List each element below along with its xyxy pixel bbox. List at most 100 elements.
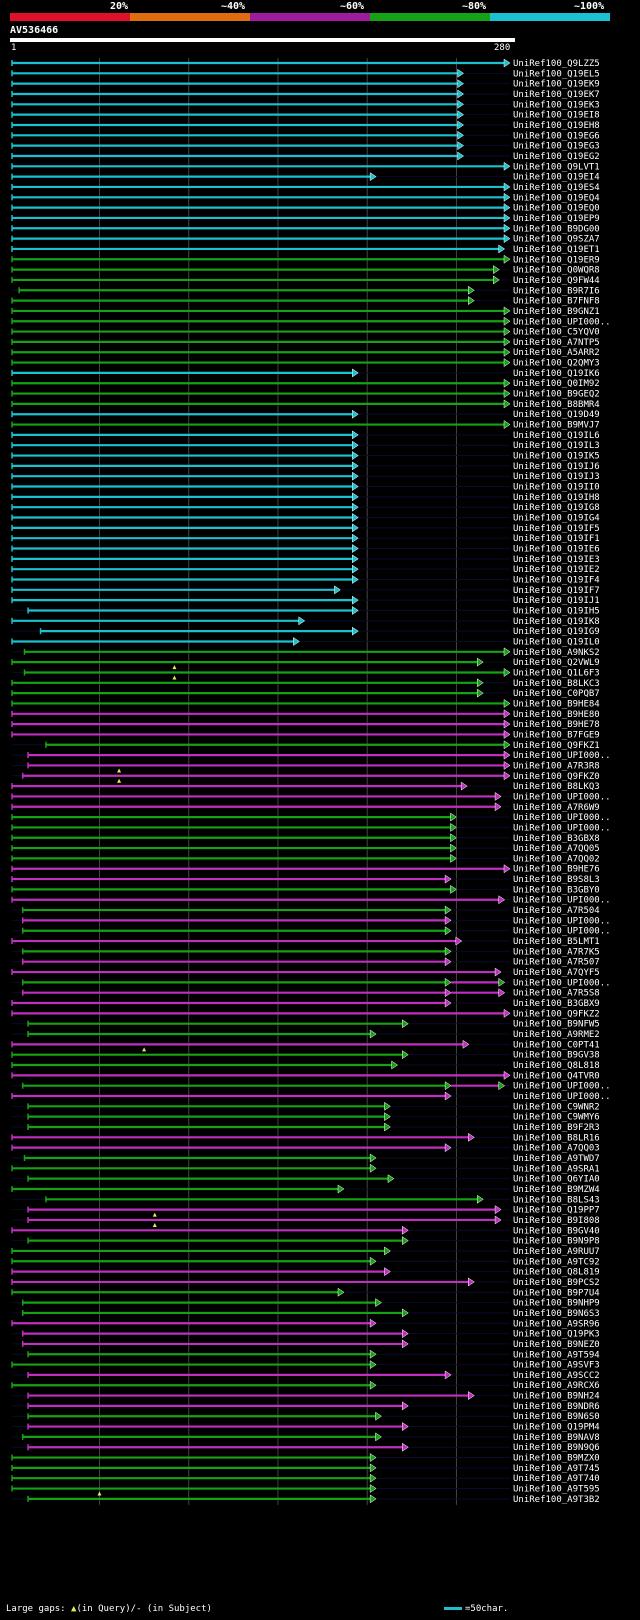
- hit-label[interactable]: UniRef100_B9I808: [513, 1216, 600, 1226]
- hit-label[interactable]: UniRef100_Q2QMY3: [513, 359, 600, 369]
- hit-row[interactable]: UniRef100_Q19IH5: [12, 606, 600, 616]
- hit-row[interactable]: UniRef100_Q19IL3: [11, 440, 600, 451]
- hit-label[interactable]: UniRef100_UPI000..: [513, 916, 611, 926]
- hit-label[interactable]: UniRef100_UPI000..: [513, 896, 611, 906]
- hit-label[interactable]: UniRef100_A9TWD7: [513, 1154, 600, 1164]
- hit-label[interactable]: UniRef100_A9TC92: [513, 1257, 600, 1267]
- hit-label[interactable]: UniRef100_Q19EK9: [513, 80, 600, 90]
- hit-row[interactable]: UniRef100_Q8L819: [11, 1267, 600, 1278]
- hit-label[interactable]: UniRef100_B8LS43: [513, 1195, 600, 1205]
- hit-row[interactable]: UniRef100_Q19PK3: [12, 1329, 600, 1340]
- hit-row[interactable]: UniRef100_A9SR96: [11, 1318, 600, 1329]
- hit-row[interactable]: UniRef100_Q19II0: [11, 482, 600, 493]
- hit-label[interactable]: UniRef100_A9RCX6: [513, 1381, 600, 1391]
- hit-row[interactable]: UniRef100_Q6YIA0: [12, 1174, 600, 1185]
- hit-row[interactable]: UniRef100_A7R5S8: [12, 988, 600, 999]
- hit-label[interactable]: UniRef100_B8BMR4: [513, 400, 600, 410]
- hit-row[interactable]: UniRef100_Q19IG9: [12, 626, 600, 637]
- hit-label[interactable]: UniRef100_Q19D49: [513, 410, 600, 420]
- hit-row[interactable]: UniRef100_A7R507: [12, 957, 600, 968]
- hit-row[interactable]: UniRef100_B9S8L3: [11, 874, 600, 885]
- hit-row[interactable]: UniRef100_B7FNF8: [11, 296, 600, 307]
- hit-row[interactable]: UniRef100_Q19IE2: [11, 564, 600, 575]
- hit-row[interactable]: UniRef100_Q19EK7: [11, 89, 600, 100]
- hit-row[interactable]: UniRef100_Q8L818: [11, 1060, 600, 1071]
- hit-label[interactable]: UniRef100_Q9FKZ2: [513, 1009, 600, 1019]
- hit-label[interactable]: UniRef100_Q19EK3: [513, 100, 600, 110]
- hit-label[interactable]: UniRef100_UPI000..: [513, 1082, 611, 1092]
- hit-label[interactable]: UniRef100_B3GBX9: [513, 999, 600, 1009]
- hit-row[interactable]: UniRef100_Q4TVR0: [11, 1070, 600, 1081]
- hit-label[interactable]: UniRef100_A7R504: [513, 906, 600, 916]
- hit-label[interactable]: UniRef100_A9SCC2: [513, 1371, 600, 1381]
- hit-label[interactable]: UniRef100_Q4TVR0: [513, 1071, 600, 1081]
- hit-label[interactable]: UniRef100_A7QYF5: [513, 968, 600, 978]
- hit-row[interactable]: UniRef100_B8LKQ3: [11, 781, 600, 792]
- hit-row[interactable]: UniRef100_Q19IJ3: [11, 471, 600, 482]
- hit-label[interactable]: UniRef100_B8LR16: [513, 1133, 600, 1143]
- hit-row[interactable]: UniRef100_Q19IE6: [11, 544, 600, 555]
- hit-row[interactable]: UniRef100_Q9LZZ5: [11, 58, 600, 69]
- hit-label[interactable]: UniRef100_Q19PM4: [513, 1423, 600, 1433]
- hit-row[interactable]: UniRef100_UPI000..: [12, 915, 611, 926]
- hit-row[interactable]: UniRef100_UPI000..: [12, 750, 611, 761]
- hit-row[interactable]: UniRef100_Q9FKZ1: [12, 740, 600, 751]
- hit-label[interactable]: UniRef100_UPI000..: [513, 978, 611, 988]
- hit-label[interactable]: UniRef100_C0PQB7: [513, 689, 600, 699]
- hit-label[interactable]: UniRef100_B9GV40: [513, 1226, 600, 1236]
- hit-row[interactable]: UniRef100_UPI000..: [11, 316, 611, 327]
- hit-row[interactable]: UniRef100_Q19EQ0: [11, 203, 600, 214]
- hit-label[interactable]: UniRef100_UPI000..: [513, 927, 611, 937]
- hit-row[interactable]: UniRef100_A5ARR2: [11, 347, 600, 358]
- hit-row[interactable]: UniRef100_A9RUU7: [11, 1246, 600, 1257]
- hit-label[interactable]: UniRef100_B9HE80: [513, 710, 600, 720]
- hit-label[interactable]: UniRef100_Q9FKZ0: [513, 772, 600, 782]
- hit-row[interactable]: UniRef100_C9WMY6: [12, 1112, 600, 1123]
- hit-row[interactable]: UniRef100_B9R7I6: [12, 285, 600, 296]
- hit-row[interactable]: UniRef100_B9NH24: [12, 1391, 600, 1402]
- hit-row[interactable]: UniRef100_A7NTP5: [11, 337, 600, 348]
- hit-row[interactable]: UniRef100_Q9FKZ2: [11, 1008, 600, 1019]
- hit-label[interactable]: UniRef100_Q19IF7: [513, 586, 600, 596]
- hit-row[interactable]: UniRef100_A7QQ05: [11, 843, 600, 854]
- hit-label[interactable]: UniRef100_B9MVJ7: [513, 421, 600, 431]
- hit-row[interactable]: UniRef100_UPI000..: [12, 926, 611, 937]
- hit-row[interactable]: UniRef100_Q19EK3: [11, 99, 600, 110]
- hit-row[interactable]: UniRef100_A7QYF5: [11, 967, 600, 978]
- hit-label[interactable]: UniRef100_B9P7U4: [513, 1288, 600, 1298]
- hit-label[interactable]: UniRef100_A9RME2: [513, 1030, 600, 1040]
- hit-row[interactable]: UniRef100_B3GBY0: [11, 884, 600, 895]
- hit-row[interactable]: UniRef100_Q19IF1: [11, 533, 600, 544]
- hit-label[interactable]: UniRef100_A9T595: [513, 1485, 600, 1495]
- hit-label[interactable]: UniRef100_Q9LVT1: [513, 162, 600, 172]
- hit-row[interactable]: UniRef100_B7FGE9: [11, 729, 600, 740]
- hit-label[interactable]: UniRef100_B9NEZ0: [513, 1340, 600, 1350]
- hit-row[interactable]: UniRef100_B8LR16: [11, 1132, 600, 1143]
- hit-row[interactable]: UniRef100_Q19EL5: [11, 68, 600, 79]
- hit-row[interactable]: UniRef100_B9I808: [12, 1215, 600, 1227]
- hit-row[interactable]: UniRef100_Q9SZA7: [11, 234, 600, 245]
- hit-label[interactable]: UniRef100_B9MZX0: [513, 1454, 600, 1464]
- hit-label[interactable]: UniRef100_B9PCS2: [513, 1278, 600, 1288]
- hit-row[interactable]: UniRef100_Q19EI4: [11, 172, 600, 183]
- hit-label[interactable]: UniRef100_A9T3B2: [513, 1495, 600, 1505]
- hit-label[interactable]: UniRef100_A9NKS2: [513, 648, 600, 658]
- hit-row[interactable]: UniRef100_Q19EG6: [11, 130, 600, 141]
- hit-label[interactable]: UniRef100_Q1L6F3: [513, 668, 600, 678]
- hit-row[interactable]: UniRef100_Q19IJ6: [11, 461, 600, 472]
- hit-row[interactable]: UniRef100_UPI000..: [12, 1081, 611, 1092]
- hit-row[interactable]: UniRef100_Q19ET1: [11, 244, 600, 255]
- hit-label[interactable]: UniRef100_Q19IE6: [513, 545, 600, 555]
- hit-row[interactable]: UniRef100_A7R7K5: [12, 946, 600, 957]
- hit-label[interactable]: UniRef100_Q6YIA0: [513, 1175, 600, 1185]
- hit-row[interactable]: UniRef100_UPI000..: [12, 977, 611, 988]
- hit-row[interactable]: UniRef100_Q19EH8: [11, 120, 600, 131]
- hit-row[interactable]: UniRef100_C0PQB7: [11, 688, 600, 699]
- hit-row[interactable]: UniRef100_Q19IK6: [11, 368, 600, 379]
- hit-row[interactable]: UniRef100_A9T595: [11, 1484, 600, 1496]
- hit-row[interactable]: UniRef100_B9NDR6: [12, 1401, 600, 1412]
- hit-row[interactable]: UniRef100_Q1L6F3: [12, 668, 600, 680]
- hit-row[interactable]: UniRef100_B9GEQ2: [11, 389, 600, 400]
- hit-row[interactable]: UniRef100_B9F2R3: [12, 1122, 600, 1133]
- hit-label[interactable]: UniRef100_A7R6W9: [513, 803, 600, 813]
